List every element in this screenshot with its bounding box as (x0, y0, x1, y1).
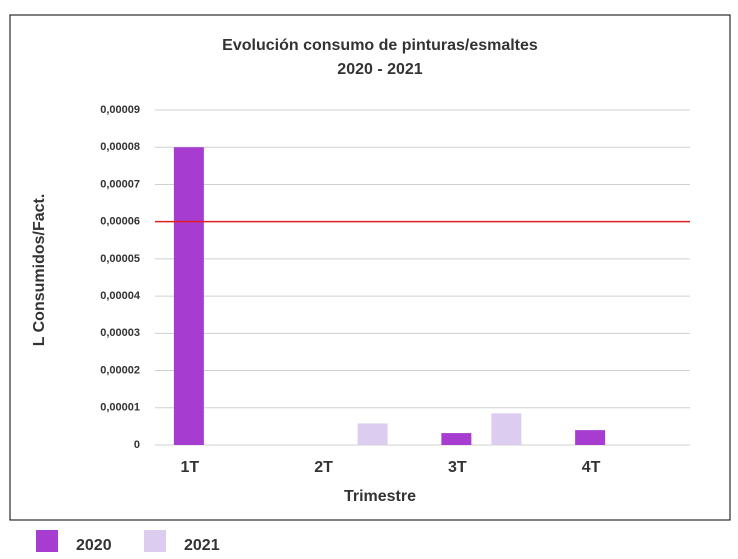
bar (357, 423, 388, 445)
x-axis-label: Trimestre (344, 488, 416, 505)
y-tick-label: 0,00003 (100, 327, 140, 339)
x-tick-label: 4T (582, 459, 601, 476)
bar (491, 413, 522, 445)
legend-label: 2021 (184, 537, 220, 554)
legend-label: 2020 (76, 537, 112, 554)
x-tick-label: 1T (181, 459, 200, 476)
bar (173, 147, 204, 445)
bar (441, 433, 472, 445)
y-tick-label: 0,00007 (100, 178, 140, 190)
y-tick-label: 0,00005 (100, 253, 140, 265)
y-tick-label: 0,00006 (100, 216, 140, 228)
y-tick-label: 0 (134, 439, 140, 451)
bar (575, 430, 606, 445)
legend-swatch (36, 530, 58, 552)
y-tick-label: 0,00009 (100, 104, 140, 116)
y-tick-label: 0,00002 (100, 364, 140, 376)
chart-title: Evolución consumo de pinturas/esmaltes (222, 37, 538, 54)
y-tick-label: 0,00001 (100, 402, 140, 414)
y-tick-label: 0,00008 (100, 141, 140, 153)
x-tick-label: 3T (448, 459, 467, 476)
legend-swatch (144, 530, 166, 552)
y-tick-label: 0,00004 (100, 290, 141, 302)
chart-subtitle: 2020 - 2021 (337, 61, 423, 78)
x-tick-label: 2T (314, 459, 333, 476)
y-axis-label: L Consumidos/Fact. (31, 194, 48, 347)
